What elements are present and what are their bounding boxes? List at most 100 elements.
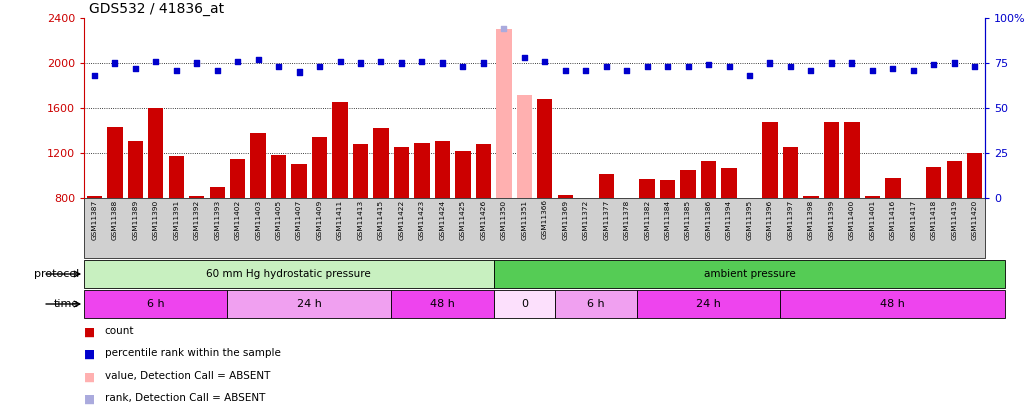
Point (413, 58, 430, 64)
Bar (660, 180, 675, 198)
Bar (230, 159, 245, 198)
Point (701, 62, 717, 68)
Point (802, 67, 819, 73)
Point (127, 65, 144, 72)
Point (455, 63, 471, 70)
Text: ■: ■ (84, 393, 95, 405)
Text: 6 h: 6 h (587, 299, 604, 309)
Point (230, 58, 246, 64)
Bar (906, 198, 921, 200)
Bar (168, 156, 184, 198)
Bar (824, 122, 839, 198)
Bar (250, 133, 266, 198)
Point (843, 60, 860, 66)
Bar (844, 122, 860, 198)
Bar (578, 198, 593, 226)
Bar (476, 144, 491, 198)
Bar (497, 29, 512, 198)
Point (905, 67, 921, 73)
Point (291, 69, 308, 75)
Point (742, 72, 758, 79)
Bar (557, 195, 573, 198)
Bar (291, 164, 307, 198)
Bar (865, 196, 880, 198)
Text: time: time (53, 299, 79, 309)
Point (537, 58, 553, 64)
Bar (189, 196, 204, 198)
Point (884, 65, 901, 72)
Bar (926, 166, 942, 198)
Bar (353, 144, 368, 198)
Bar (107, 127, 122, 198)
Text: 24 h: 24 h (696, 299, 721, 309)
Bar (84, 290, 228, 318)
Point (372, 58, 389, 64)
Point (557, 67, 574, 73)
Bar (228, 290, 391, 318)
Point (864, 67, 880, 73)
Point (352, 60, 368, 66)
Point (761, 60, 778, 66)
Bar (456, 151, 471, 198)
Text: 48 h: 48 h (880, 299, 905, 309)
Point (660, 63, 676, 70)
Point (598, 63, 615, 70)
Point (209, 67, 226, 73)
Point (782, 63, 798, 70)
Bar (639, 179, 655, 198)
Point (925, 62, 942, 68)
Bar (885, 178, 901, 198)
Bar (84, 260, 494, 288)
Point (966, 63, 983, 70)
Point (148, 58, 164, 64)
Text: protocol: protocol (34, 269, 79, 279)
Bar (271, 155, 286, 198)
Text: 24 h: 24 h (297, 299, 322, 309)
Bar (148, 108, 163, 198)
Bar (435, 141, 450, 198)
Point (496, 26, 512, 32)
Point (107, 60, 123, 66)
Text: 48 h: 48 h (430, 299, 455, 309)
Text: 60 mm Hg hydrostatic pressure: 60 mm Hg hydrostatic pressure (206, 269, 371, 279)
Bar (968, 153, 983, 198)
Bar (680, 170, 696, 198)
Point (823, 60, 839, 66)
Bar (332, 102, 348, 198)
Bar (783, 147, 798, 198)
Point (639, 63, 656, 70)
Point (475, 60, 491, 66)
Text: 0: 0 (521, 299, 527, 309)
Bar (394, 147, 409, 198)
Point (331, 58, 348, 64)
Text: percentile rank within the sample: percentile rank within the sample (105, 348, 280, 358)
Point (86, 72, 103, 79)
Bar (373, 128, 389, 198)
Bar (537, 99, 552, 198)
Text: count: count (105, 326, 134, 336)
Point (680, 63, 697, 70)
Bar (127, 141, 143, 198)
Point (578, 67, 594, 73)
Bar (598, 175, 614, 198)
Bar (742, 198, 757, 210)
Text: rank, Detection Call = ABSENT: rank, Detection Call = ABSENT (105, 393, 265, 403)
Bar (517, 94, 532, 198)
Point (168, 67, 185, 73)
Point (434, 60, 450, 66)
Bar (312, 137, 327, 198)
Point (516, 54, 532, 61)
Text: ■: ■ (84, 326, 95, 339)
Point (311, 63, 327, 70)
Point (721, 63, 738, 70)
Bar (721, 168, 737, 198)
Bar (619, 198, 634, 199)
Bar (494, 290, 555, 318)
Bar (555, 290, 637, 318)
Text: value, Detection Call = ABSENT: value, Detection Call = ABSENT (105, 371, 270, 381)
Bar (762, 122, 778, 198)
Bar (803, 196, 819, 198)
Bar (780, 290, 1005, 318)
Text: ■: ■ (84, 371, 95, 384)
Text: ■: ■ (84, 348, 95, 361)
